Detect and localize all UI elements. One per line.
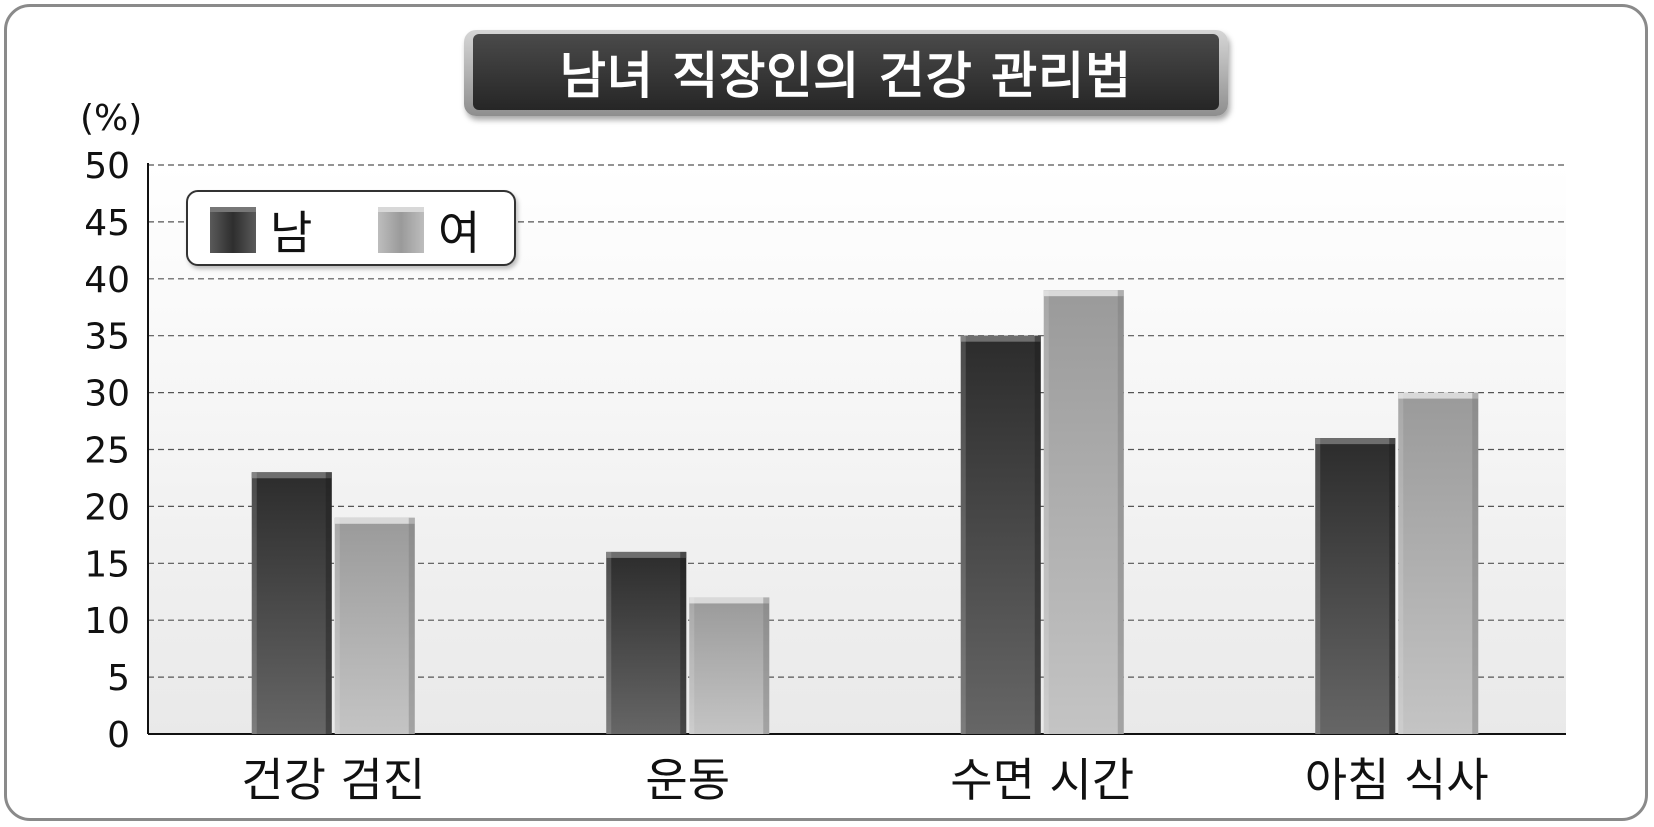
y-tick-label: 40 — [84, 260, 130, 301]
y-tick-label: 5 — [107, 658, 130, 699]
bar-edge-female — [1472, 392, 1479, 734]
bar-male — [960, 335, 1041, 734]
bar-cap-female — [334, 517, 415, 524]
x-tick-label: 건강 검진 — [241, 753, 425, 807]
legend-item-female: 여 — [378, 202, 480, 260]
y-tick-label: 10 — [84, 601, 130, 642]
bar-cap-male — [960, 335, 1041, 342]
legend-swatch-male — [210, 207, 256, 253]
bar-edge-female — [763, 597, 770, 734]
y-tick-label: 20 — [84, 487, 130, 528]
bar-cap-male — [606, 551, 687, 558]
bar-highlight-male — [251, 472, 257, 734]
bar-female — [1043, 290, 1124, 734]
x-tick-label: 수면 시간 — [950, 753, 1134, 807]
bar-edge-male — [1034, 335, 1041, 734]
y-tick-label: 15 — [84, 544, 130, 585]
x-tick-label: 아침 식사 — [1305, 753, 1489, 807]
bar-highlight-female — [334, 517, 340, 734]
bar-edge-male — [325, 472, 332, 734]
x-tick-label: 운동 — [645, 753, 730, 807]
legend: 남 여 — [186, 190, 516, 266]
legend-label-male: 남 — [270, 206, 313, 260]
bar-edge-male — [1389, 438, 1396, 734]
y-tick-label: 45 — [84, 203, 130, 244]
chart-title: 남녀 직장인의 건강 관리법 — [559, 47, 1133, 105]
bar-edge-female — [1117, 290, 1124, 734]
bar-highlight-male — [1315, 438, 1321, 734]
bar-cap-female — [1043, 290, 1124, 297]
legend-label-female: 여 — [438, 206, 481, 260]
chart-title-plate: 남녀 직장인의 건강 관리법 — [473, 34, 1219, 110]
bar-male — [606, 551, 687, 734]
bar-highlight-male — [960, 335, 966, 734]
bar-highlight-male — [606, 551, 612, 734]
chart-title-box: 남녀 직장인의 건강 관리법 — [464, 30, 1228, 116]
bar-female — [1398, 392, 1479, 734]
y-tick-label: 0 — [107, 715, 130, 756]
bar-highlight-female — [1398, 392, 1404, 734]
y-tick-label: 25 — [84, 431, 130, 472]
bar-cap-male — [1315, 438, 1396, 445]
y-tick-label: 30 — [84, 374, 130, 415]
y-axis-unit-label: (%) — [80, 98, 143, 139]
bar-highlight-female — [689, 597, 695, 734]
bar-edge-male — [680, 551, 687, 734]
bar-male — [1315, 438, 1396, 734]
bar-female — [334, 517, 415, 734]
bar-male — [251, 472, 332, 734]
bar-female — [689, 597, 770, 734]
legend-item-male: 남 — [210, 202, 312, 260]
y-tick-label: 50 — [84, 146, 130, 187]
bar-cap-female — [1398, 392, 1479, 399]
bar-highlight-female — [1043, 290, 1049, 734]
legend-swatch-female — [378, 207, 424, 253]
bar-edge-female — [408, 517, 415, 734]
bar-cap-male — [251, 472, 332, 479]
bar-cap-female — [689, 597, 770, 604]
y-tick-label: 35 — [84, 317, 130, 358]
